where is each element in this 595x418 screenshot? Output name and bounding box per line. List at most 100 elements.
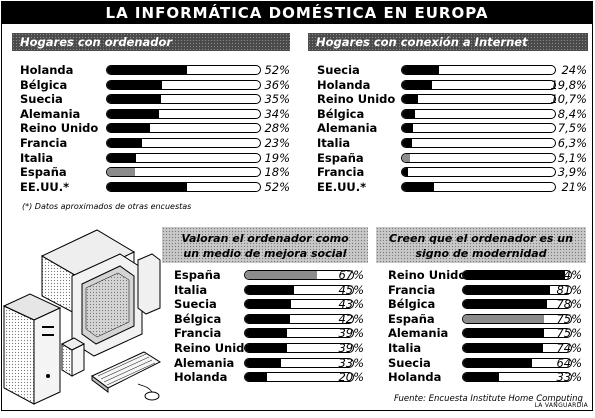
bar-value-label: 36% xyxy=(264,77,290,92)
bar xyxy=(245,314,291,323)
bar-track xyxy=(462,357,572,368)
bar-category-label: Italia xyxy=(317,136,351,150)
bar-value-label: 19% xyxy=(264,150,290,165)
bar-row: España 75% xyxy=(388,312,584,326)
bar-category-label: Reino Unido xyxy=(317,92,396,107)
bar xyxy=(463,314,544,323)
bar-row: Italia 6,3% xyxy=(317,136,592,150)
bar-track xyxy=(401,79,556,90)
bar-category-label: Alemania xyxy=(174,355,235,370)
bar-value-label: 28% xyxy=(264,121,290,136)
bar-category-label: Bélgica xyxy=(317,106,365,121)
bar-category-label: Francia xyxy=(20,136,68,150)
bar-category-label: Reino Unido xyxy=(388,268,467,282)
bar-track xyxy=(106,152,261,163)
bar-track xyxy=(401,123,556,134)
bar-track xyxy=(462,343,572,353)
bar xyxy=(463,344,543,352)
bar-track xyxy=(244,357,354,368)
bar xyxy=(107,168,135,177)
bar-value-label: 33% xyxy=(556,370,582,385)
bar-row: Holanda 52% xyxy=(20,63,295,77)
page-title: LA INFORMÁTICA DOMÉSTICA EN EUROPA xyxy=(2,2,592,24)
bar-value-label: 78% xyxy=(556,297,582,312)
bar-value-label: 39% xyxy=(338,341,364,355)
bar-value-label: 42% xyxy=(338,311,364,326)
bar-value-label: 7,5% xyxy=(557,121,587,136)
bar xyxy=(402,95,419,104)
bar-category-label: Bélgica xyxy=(388,297,436,312)
bar-row: Italia 45% xyxy=(174,283,366,297)
bar-category-label: Holanda xyxy=(388,370,442,385)
bar-value-label: 75% xyxy=(556,311,582,326)
bar xyxy=(402,168,408,177)
chart-social-improvement: España 67% Italia 45% Suecia 43% Bélgica 42% Fra… xyxy=(174,268,366,388)
bar-category-label: Suecia xyxy=(20,92,63,107)
bar-row: Reino Unido 39% xyxy=(174,341,366,355)
bar-track xyxy=(401,181,556,192)
bar-row: Alemania 34% xyxy=(20,107,295,121)
bar-track xyxy=(462,328,572,339)
bar-category-label: Suecia xyxy=(317,63,360,77)
bar-track xyxy=(462,313,572,324)
bar-value-label: 35% xyxy=(264,92,290,107)
bar-category-label: EE.UU.* xyxy=(317,179,367,194)
bar-category-label: Reino Unido xyxy=(20,121,99,136)
bar-value-label: 33% xyxy=(338,355,364,370)
bar-row: Italia 19% xyxy=(20,151,295,165)
bar xyxy=(107,109,160,118)
bar xyxy=(107,153,137,162)
panel-header-social: Valoran el ordenador como un medio de me… xyxy=(162,227,368,263)
bar-category-label: Holanda xyxy=(20,63,74,77)
bar xyxy=(107,124,150,133)
bar-track xyxy=(106,123,261,134)
bar-track xyxy=(106,138,261,148)
bar xyxy=(107,139,143,147)
bar-category-label: España xyxy=(20,165,67,180)
bar xyxy=(107,182,187,191)
bar-row: España 18% xyxy=(20,165,295,179)
bar-category-label: Francia xyxy=(174,326,222,341)
bar-track xyxy=(244,284,354,295)
bar-row: Suecia 43% xyxy=(174,297,366,311)
bar-track xyxy=(401,65,556,75)
bar-track xyxy=(244,372,354,383)
bar xyxy=(107,80,163,89)
bar-track xyxy=(106,94,261,105)
bar-value-label: 20% xyxy=(338,370,364,385)
bar xyxy=(402,182,435,191)
bar-category-label: España xyxy=(317,150,364,165)
bar xyxy=(107,95,161,104)
bar-category-label: Alemania xyxy=(388,326,449,341)
bar xyxy=(245,271,318,279)
bar-track xyxy=(401,167,556,178)
footnote-approximate: (*) Datos aproximados de otras encuestas xyxy=(22,202,192,211)
bar-row: Reino Unido 10,7% xyxy=(317,92,592,106)
bar-track xyxy=(462,284,572,295)
bar-value-label: 24% xyxy=(561,63,587,77)
bar-track xyxy=(106,167,261,178)
bar-category-label: EE.UU.* xyxy=(20,179,70,194)
bar-row: Reino Unido 28% xyxy=(20,121,295,135)
bar-row: Francia 3,9% xyxy=(317,165,592,179)
bar-row: España 67% xyxy=(174,268,366,282)
bar-row: Italia 74% xyxy=(388,341,584,355)
bar-value-label: 67% xyxy=(338,268,364,282)
bar-value-label: 81% xyxy=(556,282,582,297)
bar-row: Suecia 64% xyxy=(388,356,584,370)
bar-row: Bélgica 42% xyxy=(174,312,366,326)
bar-row: Holanda 33% xyxy=(388,370,584,384)
bar-value-label: 75% xyxy=(556,326,582,341)
bar-category-label: Italia xyxy=(20,150,54,165)
bar xyxy=(402,153,410,162)
bar-value-label: 52% xyxy=(264,63,290,77)
bar xyxy=(245,329,288,338)
bar xyxy=(245,373,267,382)
bar-value-label: 34% xyxy=(264,106,290,121)
panel-header-internet: Hogares con conexión a Internet xyxy=(308,33,588,51)
bar-category-label: Reino Unido xyxy=(174,341,253,355)
bar-category-label: Alemania xyxy=(20,106,81,121)
bar-row: España 5,1% xyxy=(317,151,592,165)
bar-row: Francia 39% xyxy=(174,326,366,340)
bar-track xyxy=(462,372,572,383)
